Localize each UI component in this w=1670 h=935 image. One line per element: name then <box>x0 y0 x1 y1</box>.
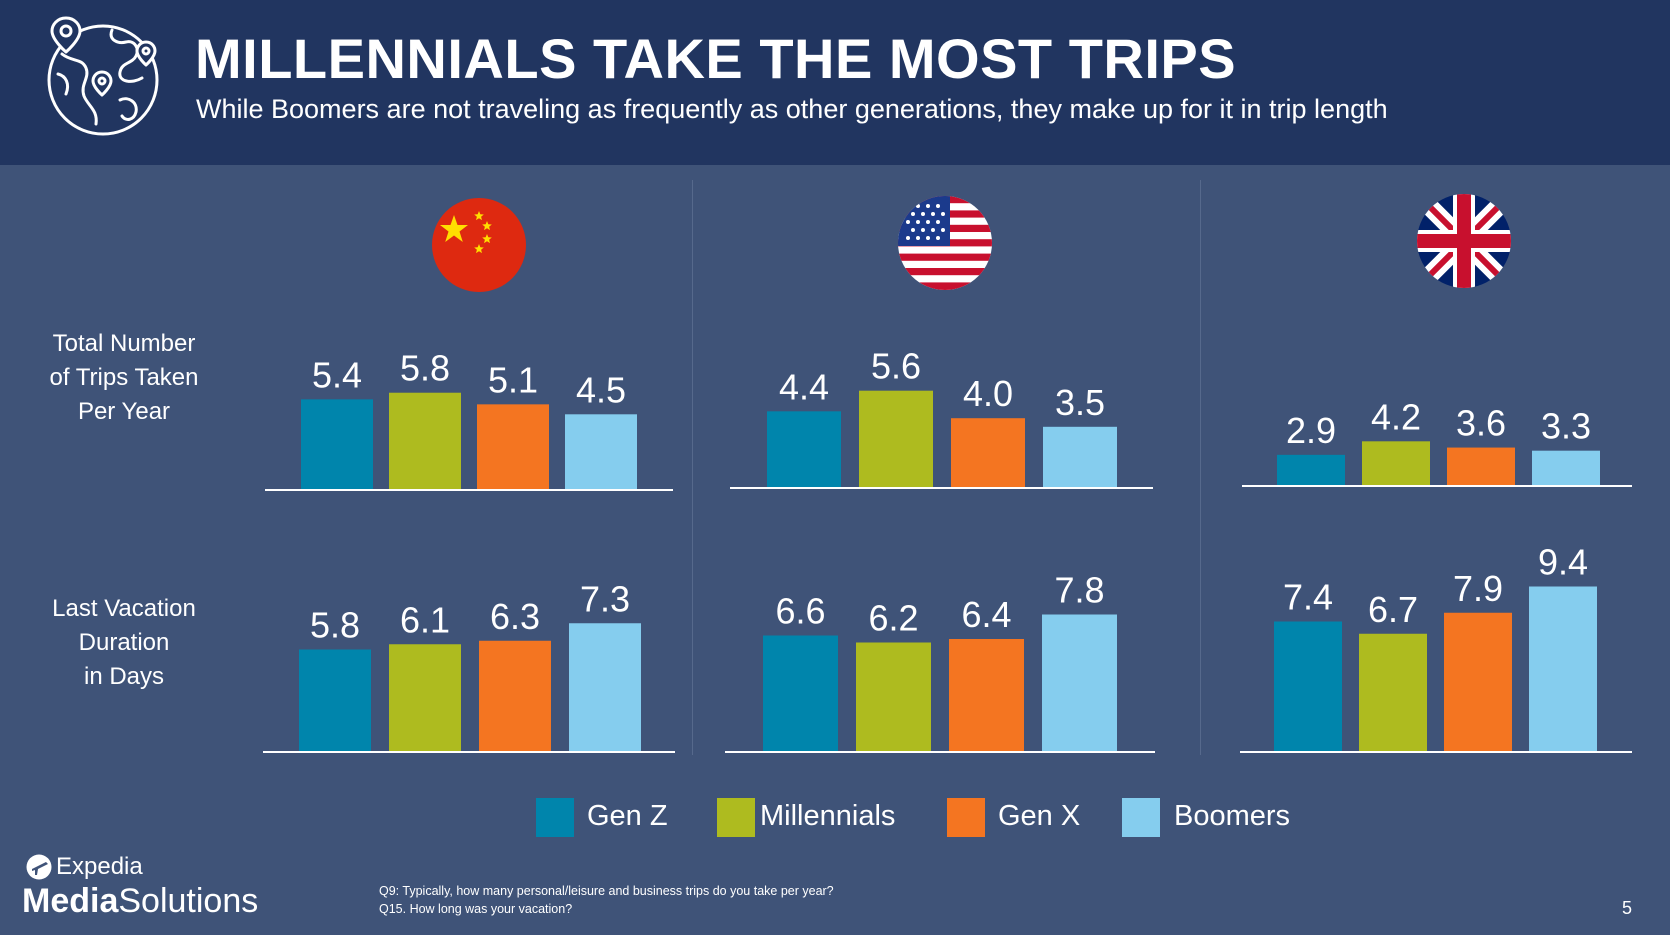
bar-millennials <box>389 644 461 751</box>
page-title: MILLENNIALS TAKE THE MOST TRIPS <box>195 27 1237 90</box>
bar-gen-x <box>949 639 1024 751</box>
row-label-line: in Days <box>83 663 165 690</box>
data-label: 6.7 <box>1368 589 1418 630</box>
usa-flag-icon <box>898 196 992 290</box>
row-label-line: Total Number <box>52 330 196 357</box>
data-label: 6.4 <box>961 594 1011 635</box>
bar-millennials <box>1362 441 1430 485</box>
row-label-line: of Trips Taken <box>49 364 199 391</box>
data-label: 4.0 <box>963 373 1013 414</box>
bar-boomers <box>1043 426 1117 487</box>
data-label: 3.3 <box>1541 406 1591 447</box>
bar-boomers <box>1042 614 1117 751</box>
bar-gen-x <box>479 640 551 751</box>
data-label: 7.4 <box>1283 577 1333 618</box>
legend-label: Millennials <box>760 800 896 832</box>
legend-label: Gen X <box>998 800 1081 832</box>
legend-label: Boomers <box>1174 800 1291 832</box>
bar-millennials <box>859 390 933 487</box>
data-label: 5.8 <box>400 348 450 389</box>
page-number: 5 <box>1622 898 1633 918</box>
logo-text-light: Solutions <box>118 882 259 920</box>
bar-boomers <box>569 623 641 751</box>
data-label: 6.6 <box>775 591 825 632</box>
footnote: Q15. How long was your vacation? <box>379 902 573 916</box>
legend-swatch <box>1122 798 1160 837</box>
data-label: 4.5 <box>576 369 626 410</box>
row-label-line: Duration <box>78 629 170 656</box>
data-label: 5.6 <box>871 346 921 387</box>
bar-gen-x <box>951 418 1025 487</box>
row-label-line: Per Year <box>77 398 171 425</box>
page-subtitle: While Boomers are not traveling as frequ… <box>196 94 1388 124</box>
row-label-duration: Last Vacation Duration in Days <box>24 592 224 694</box>
globe-with-pins-icon <box>47 16 159 136</box>
data-label: 4.2 <box>1371 396 1421 437</box>
data-label: 5.1 <box>488 359 538 400</box>
data-label: 3.6 <box>1456 403 1506 444</box>
legend-swatch <box>536 798 574 837</box>
data-label: 5.4 <box>312 354 362 395</box>
column-divider <box>1200 180 1201 755</box>
uk-flag-icon <box>1417 194 1511 288</box>
row-label-trips: Total Number of Trips Taken Per Year <box>24 327 224 429</box>
bar-gen-z <box>767 411 841 487</box>
data-label: 5.8 <box>310 605 360 646</box>
plane-icon <box>26 854 52 880</box>
footnote: Q9: Typically, how many personal/leisure… <box>379 884 834 898</box>
bar-boomers <box>1529 586 1597 751</box>
expedia-media-solutions-logo: Expedia MediaSolutions <box>22 850 282 930</box>
data-label: 7.3 <box>580 578 630 619</box>
china-flag-icon <box>432 198 526 292</box>
data-label: 3.5 <box>1055 382 1105 423</box>
logo-text-bold: Media <box>22 882 119 920</box>
data-label: 9.4 <box>1538 542 1588 583</box>
bar-boomers <box>1532 450 1600 485</box>
logo-text-bottom: MediaSolutions <box>22 882 258 921</box>
logo-text-top: Expedia <box>56 853 143 880</box>
bar-millennials <box>389 392 461 489</box>
bar-gen-z <box>299 649 371 751</box>
data-label: 7.8 <box>1054 570 1104 611</box>
row-label-line: Last Vacation <box>52 595 196 622</box>
legend-swatch <box>947 798 985 837</box>
data-label: 4.4 <box>779 366 829 407</box>
legend-swatch <box>717 798 755 837</box>
data-label: 7.9 <box>1453 568 1503 609</box>
bar-gen-z <box>763 635 838 751</box>
bar-millennials <box>1359 633 1427 751</box>
column-divider <box>692 180 693 755</box>
bar-gen-x <box>477 404 549 489</box>
bar-gen-z <box>1274 621 1342 751</box>
header-banner: MILLENNIALS TAKE THE MOST TRIPS While Bo… <box>0 0 1670 165</box>
legend: Gen Z Millennials Gen X Boomers <box>0 798 1670 838</box>
bar-gen-z <box>301 399 373 489</box>
data-label: 6.1 <box>400 599 450 640</box>
bar-gen-z <box>1277 454 1345 485</box>
data-label: 2.9 <box>1286 410 1336 451</box>
data-label: 6.2 <box>868 598 918 639</box>
bar-millennials <box>856 642 931 751</box>
legend-label: Gen Z <box>587 800 668 832</box>
bar-gen-x <box>1447 447 1515 485</box>
bar-gen-x <box>1444 612 1512 751</box>
data-label: 6.3 <box>490 596 540 637</box>
bar-boomers <box>565 414 637 489</box>
